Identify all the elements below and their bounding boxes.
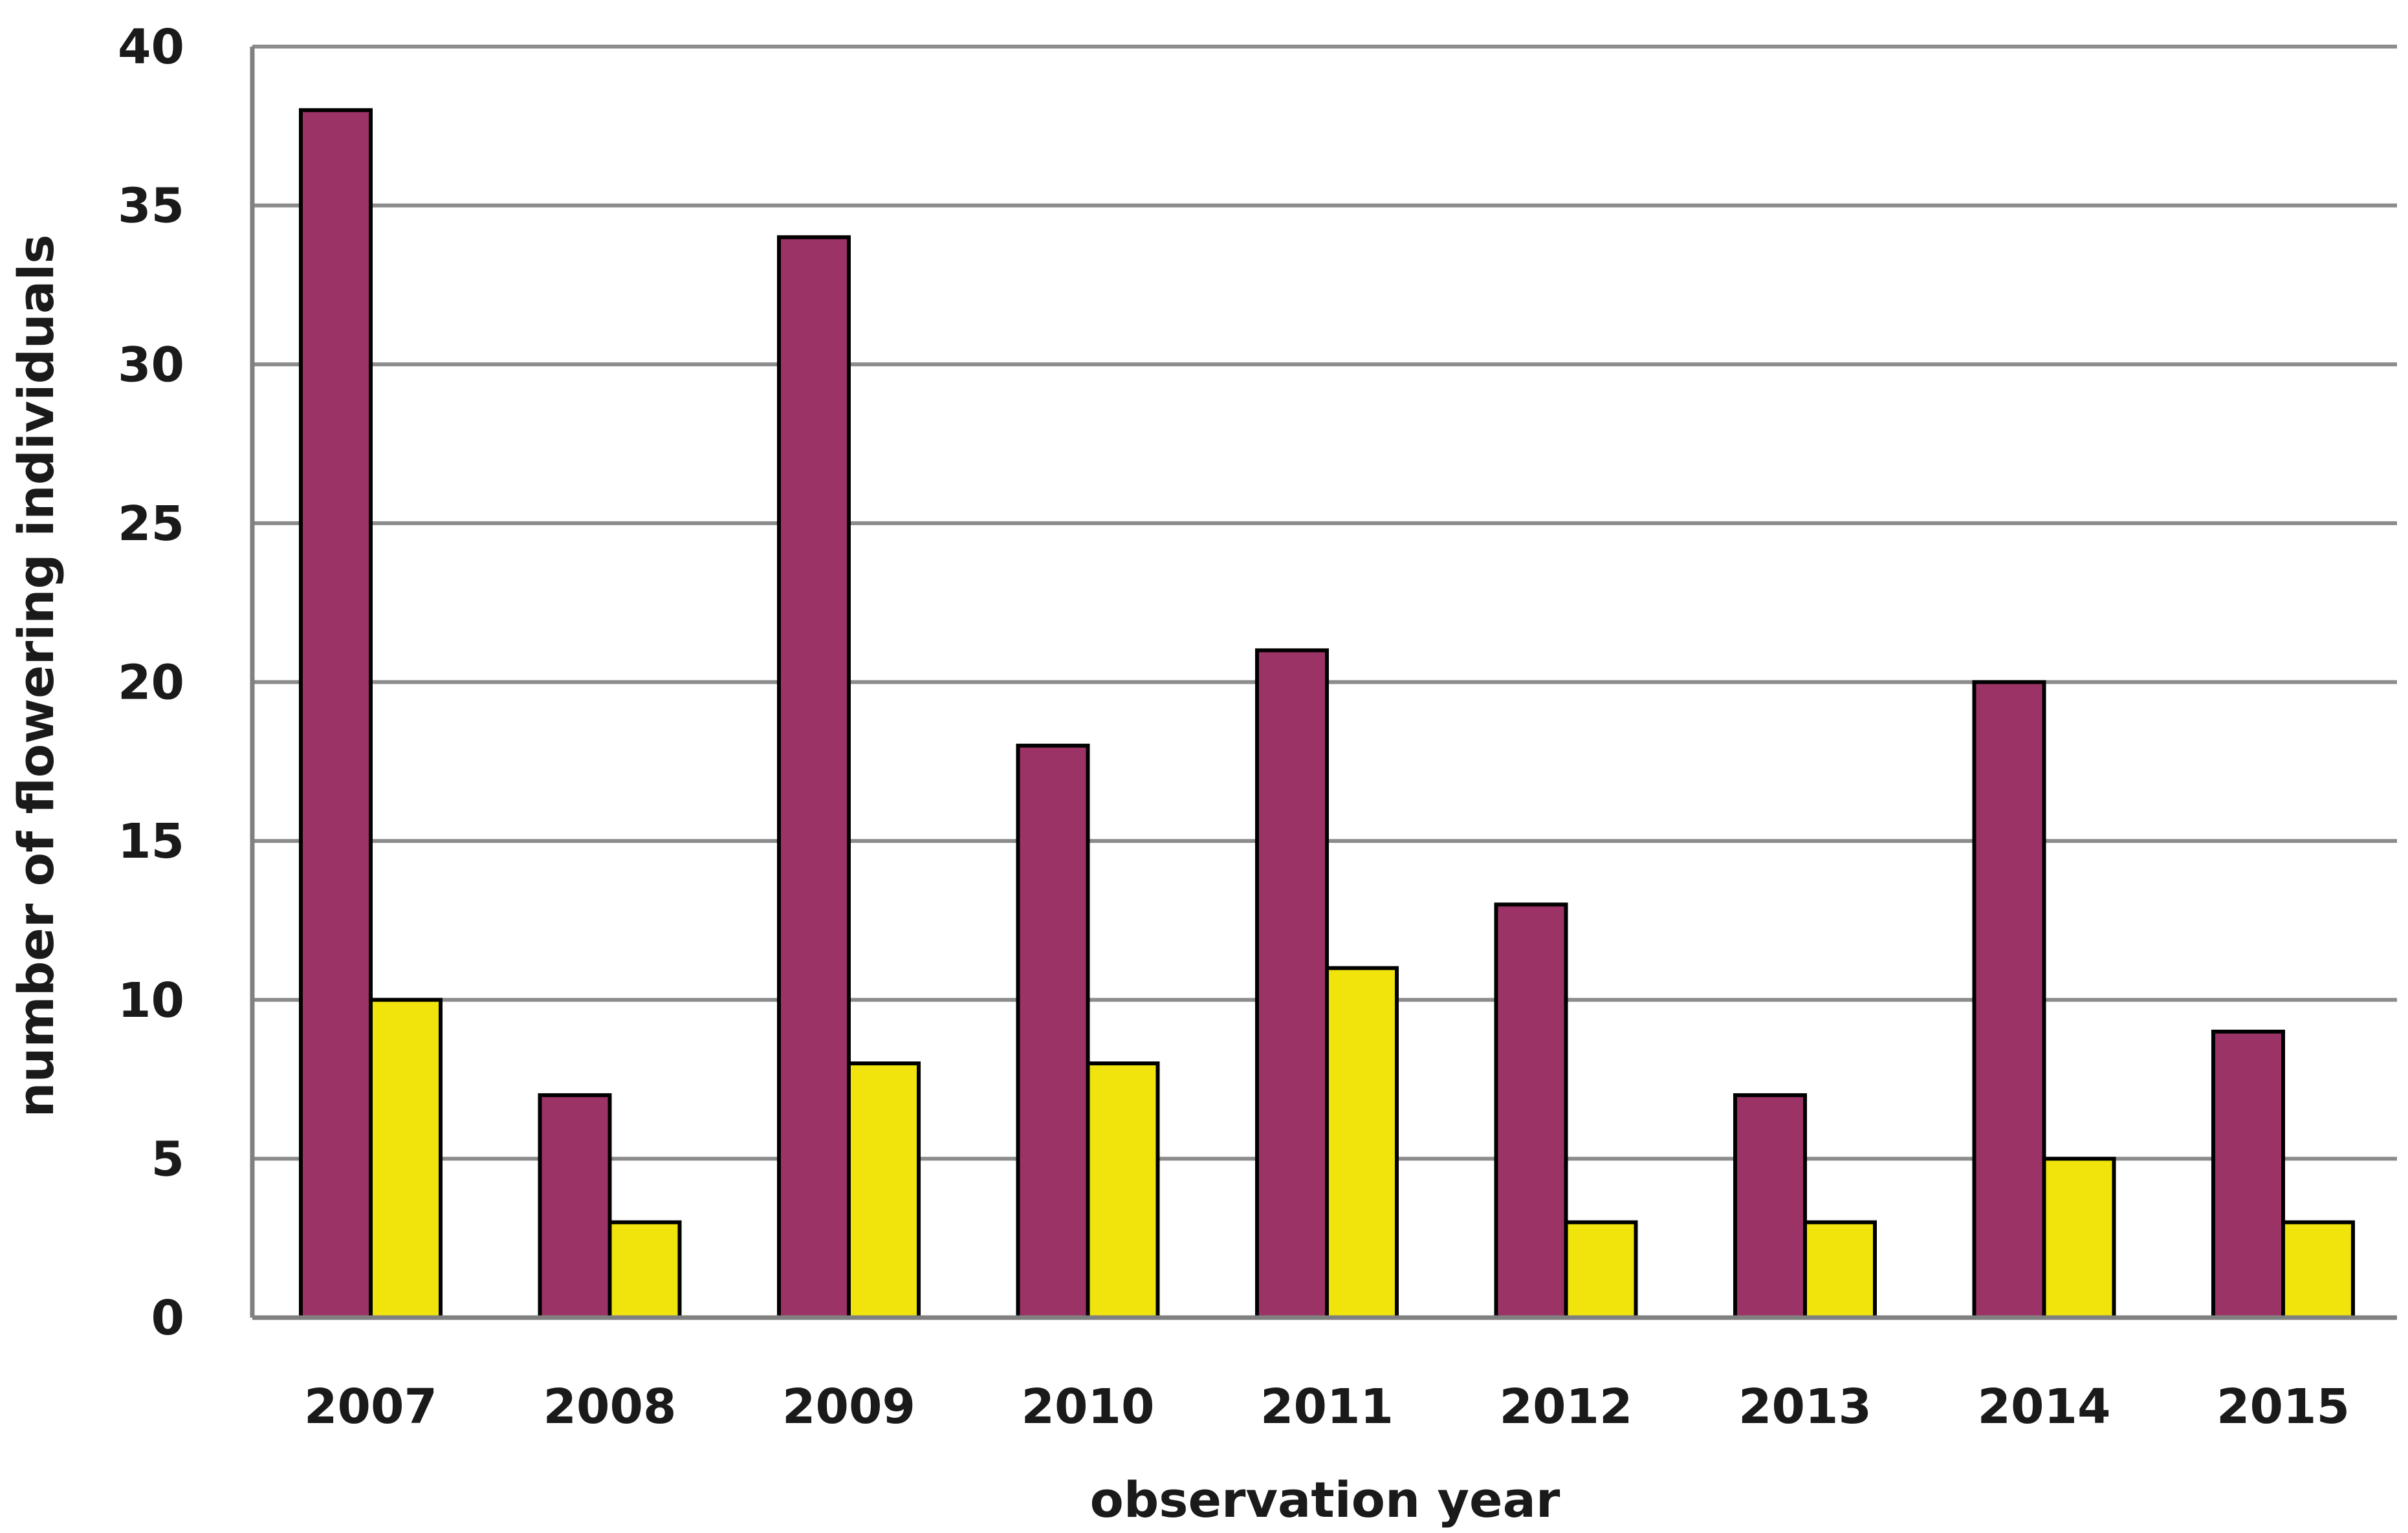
bar-2007-series-1 (299, 108, 373, 1320)
bar-2011-series-1 (1255, 648, 1329, 1320)
bar-2014-series-1 (1972, 680, 2046, 1320)
y-tick-label: 35 (118, 179, 184, 234)
x-tick-label: 2008 (543, 1379, 677, 1435)
y-tick-label: 20 (118, 655, 184, 711)
x-tick-label: 2015 (2216, 1379, 2350, 1435)
y-tick-label: 15 (118, 814, 184, 869)
y-axis-title: number of flowering individuals (7, 234, 65, 1117)
y-tick-label: 40 (118, 19, 184, 75)
bar-2007-series-2 (369, 997, 443, 1320)
x-axis-title: observation year (1090, 1471, 1560, 1528)
x-tick-label: 2009 (782, 1379, 915, 1435)
bar-2015-series-1 (2211, 1029, 2285, 1320)
y-tick-label: 25 (118, 496, 184, 552)
x-tick-label: 2014 (1978, 1379, 2111, 1435)
bar-2013-series-1 (1733, 1093, 1807, 1320)
bar-2008-series-1 (538, 1093, 612, 1320)
x-tick-label: 2013 (1738, 1379, 1872, 1435)
x-tick-label: 2010 (1022, 1379, 1155, 1435)
bar-2011-series-2 (1325, 966, 1399, 1320)
bar-2012-series-2 (1564, 1220, 1638, 1320)
y-tick-label: 5 (151, 1131, 185, 1187)
bar-2015-series-2 (2281, 1220, 2355, 1320)
axes (250, 47, 2397, 1320)
y-tick-label: 0 (151, 1290, 185, 1346)
bar-2010-series-1 (1016, 743, 1090, 1320)
y-tick-label: 10 (118, 973, 184, 1028)
bar-2014-series-2 (2042, 1157, 2116, 1320)
x-tick-label: 2011 (1260, 1379, 1394, 1435)
x-tick-labels: 2007 2008 2009 2010 2011 2012 2013 2014 2015 (304, 1379, 2350, 1435)
bars (299, 108, 2355, 1320)
y-tick-label: 30 (118, 337, 184, 393)
x-tick-label: 2007 (304, 1379, 437, 1435)
bar-2010-series-2 (1086, 1061, 1160, 1320)
x-tick-label: 2012 (1500, 1379, 1633, 1435)
bar-2013-series-2 (1803, 1220, 1877, 1320)
y-tick-labels: 0 5 10 15 20 25 30 35 40 (118, 19, 184, 1346)
bar-2009-series-2 (847, 1061, 921, 1320)
bar-2009-series-1 (777, 235, 851, 1320)
bar-2012-series-1 (1494, 902, 1568, 1320)
bar-2008-series-2 (607, 1220, 682, 1320)
